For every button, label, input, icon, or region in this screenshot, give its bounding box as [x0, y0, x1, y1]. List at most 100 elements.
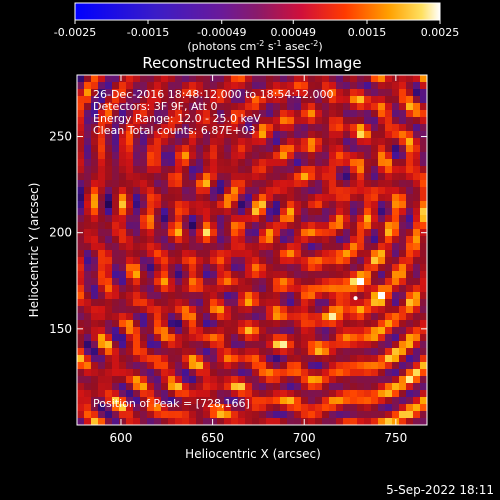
heatmap-cell — [329, 327, 337, 335]
heatmap-cell — [350, 306, 358, 314]
heatmap-cell — [105, 75, 113, 83]
heatmap-cell — [343, 355, 351, 363]
heatmap-cell — [98, 341, 106, 349]
heatmap-cell — [154, 180, 162, 188]
heatmap-cell — [406, 383, 414, 391]
heatmap-cell — [343, 292, 351, 300]
heatmap-cell — [280, 418, 288, 425]
heatmap-cell — [182, 201, 190, 209]
heatmap-cell — [84, 159, 92, 167]
heatmap-cell — [259, 418, 267, 425]
heatmap-cell — [245, 131, 253, 139]
heatmap-cell — [175, 124, 183, 132]
heatmap-cell — [140, 257, 148, 265]
heatmap-cell — [399, 124, 407, 132]
heatmap-cell — [133, 376, 141, 384]
heatmap-cell — [98, 89, 106, 97]
heatmap-cell — [238, 138, 246, 146]
heatmap-cell — [182, 103, 190, 111]
heatmap-cell — [315, 96, 323, 104]
heatmap-cell — [413, 257, 421, 265]
heatmap-cell — [182, 418, 190, 425]
heatmap-cell — [196, 96, 204, 104]
heatmap-cell — [357, 131, 365, 139]
heatmap-cell — [77, 222, 85, 230]
heatmap-cell — [84, 82, 92, 90]
heatmap-cell — [357, 418, 365, 425]
heatmap-cell — [231, 236, 239, 244]
heatmap-cell — [413, 145, 421, 153]
heatmap-cell — [385, 180, 393, 188]
heatmap-cell — [119, 264, 127, 272]
heatmap-cell — [245, 159, 253, 167]
heatmap-cell — [126, 355, 134, 363]
heatmap-cell — [413, 313, 421, 321]
heatmap-cell — [140, 124, 148, 132]
heatmap-cell — [294, 299, 302, 307]
heatmap-cell — [343, 278, 351, 286]
heatmap-cell — [161, 75, 169, 83]
heatmap-cell — [224, 285, 232, 293]
heatmap-cell — [357, 110, 365, 118]
heatmap-cell — [420, 320, 427, 328]
heatmap-cell — [406, 243, 414, 251]
heatmap-cell — [385, 257, 393, 265]
heatmap-cell — [371, 124, 379, 132]
heatmap-cell — [301, 285, 309, 293]
heatmap-cell — [392, 124, 400, 132]
heatmap-cell — [182, 180, 190, 188]
heatmap-cell — [217, 89, 225, 97]
heatmap-cell — [196, 124, 204, 132]
heatmap-cell — [175, 117, 183, 125]
heatmap-cell — [343, 250, 351, 258]
heatmap-cell — [140, 285, 148, 293]
heatmap-cell — [175, 75, 183, 83]
heatmap-cell — [161, 397, 169, 405]
heatmap-cell — [266, 348, 274, 356]
heatmap-cell — [119, 173, 127, 181]
heatmap-cell — [322, 285, 330, 293]
heatmap-cell — [238, 194, 246, 202]
heatmap-cell — [231, 285, 239, 293]
heatmap-cell — [154, 229, 162, 237]
heatmap-cell — [196, 166, 204, 174]
heatmap-cell — [238, 369, 246, 377]
heatmap-cell — [252, 362, 260, 370]
heatmap-cell — [119, 82, 127, 90]
heatmap-cell — [406, 313, 414, 321]
heatmap-cell — [399, 194, 407, 202]
heatmap-cell — [105, 313, 113, 321]
heatmap-cell — [252, 348, 260, 356]
heatmap-cell — [175, 397, 183, 405]
heatmap-cell — [392, 173, 400, 181]
heatmap-cell — [168, 355, 176, 363]
heatmap-cell — [224, 124, 232, 132]
heatmap-cell — [161, 257, 169, 265]
heatmap-cell — [147, 418, 155, 425]
heatmap-cell — [378, 82, 386, 90]
heatmap-cell — [133, 257, 141, 265]
heatmap-cell — [420, 180, 427, 188]
heatmap-cell — [147, 145, 155, 153]
heatmap-cell — [378, 215, 386, 223]
heatmap-cell — [280, 173, 288, 181]
heatmap-cell — [420, 208, 427, 216]
heatmap-cell — [357, 327, 365, 335]
heatmap-cell — [91, 89, 99, 97]
heatmap-cell — [224, 355, 232, 363]
heatmap-cell — [161, 82, 169, 90]
heatmap-cell — [329, 131, 337, 139]
heatmap-cell — [126, 418, 134, 425]
heatmap-cell — [322, 313, 330, 321]
heatmap-cell — [329, 82, 337, 90]
heatmap-cell — [420, 383, 427, 391]
heatmap-cell — [294, 306, 302, 314]
heatmap-cell — [133, 75, 141, 83]
heatmap-cell — [287, 334, 295, 342]
heatmap-cell — [119, 306, 127, 314]
heatmap-cell — [98, 152, 106, 160]
heatmap-cell — [329, 215, 337, 223]
heatmap-cell — [154, 334, 162, 342]
heatmap-cell — [350, 89, 358, 97]
heatmap-cell — [203, 180, 211, 188]
